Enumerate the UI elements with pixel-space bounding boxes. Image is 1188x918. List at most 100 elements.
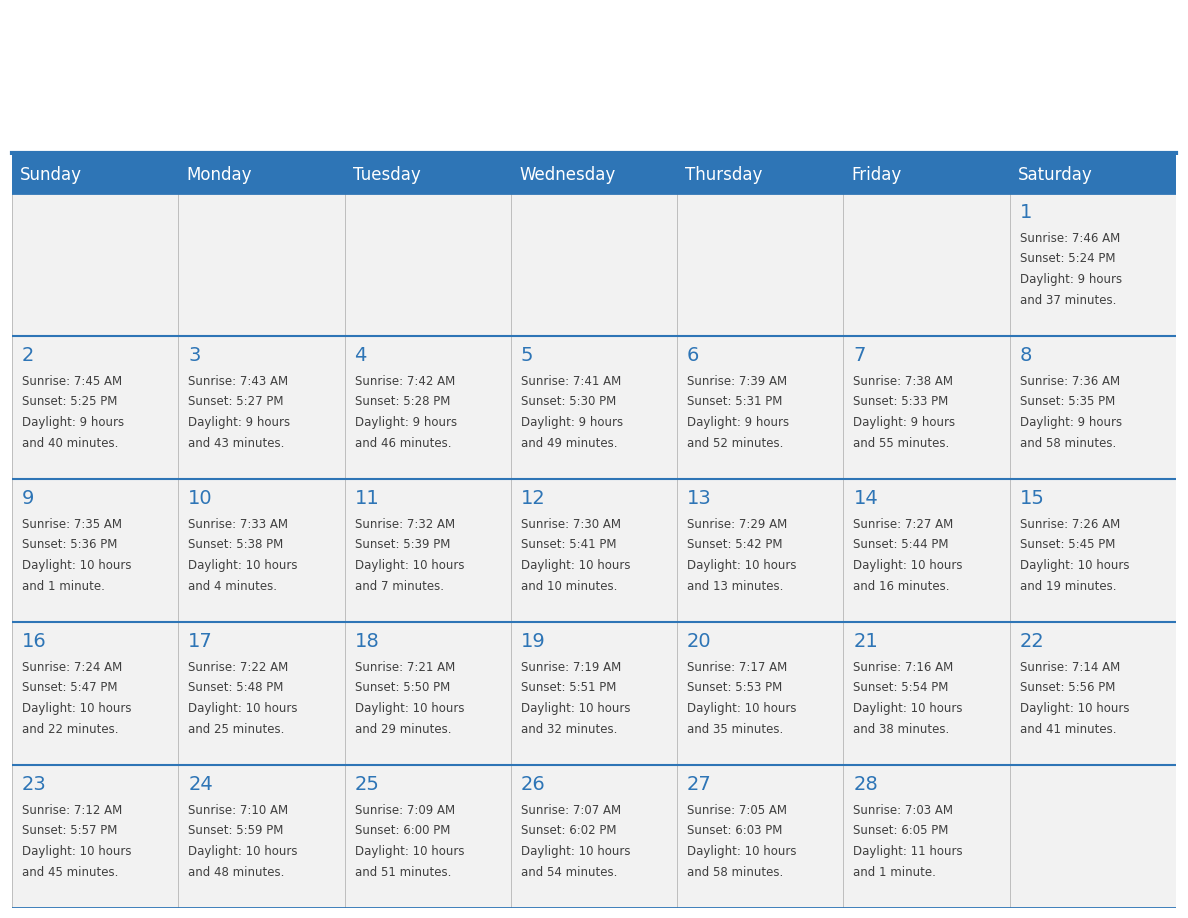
Text: 22: 22 — [1019, 632, 1044, 651]
Bar — [677, 479, 843, 622]
Bar — [511, 622, 677, 765]
Bar — [843, 765, 1010, 908]
Text: Sunset: 5:25 PM: Sunset: 5:25 PM — [21, 396, 118, 409]
Bar — [677, 193, 843, 336]
Bar — [843, 193, 1010, 336]
Text: Sunrise: 7:38 AM: Sunrise: 7:38 AM — [853, 375, 954, 387]
Text: Daylight: 9 hours: Daylight: 9 hours — [520, 416, 623, 429]
Text: Sunset: 5:51 PM: Sunset: 5:51 PM — [520, 681, 617, 694]
Text: and 4 minutes.: and 4 minutes. — [188, 580, 277, 593]
Bar — [1010, 765, 1176, 908]
Text: Sunset: 5:30 PM: Sunset: 5:30 PM — [520, 396, 617, 409]
Text: Sunrise: 7:12 AM: Sunrise: 7:12 AM — [21, 803, 122, 817]
Text: and 1 minute.: and 1 minute. — [853, 866, 936, 879]
Text: Daylight: 10 hours: Daylight: 10 hours — [1019, 559, 1129, 572]
Text: Sunset: 5:48 PM: Sunset: 5:48 PM — [188, 681, 284, 694]
Text: Sunset: 5:59 PM: Sunset: 5:59 PM — [188, 824, 284, 837]
Text: Sunset: 5:41 PM: Sunset: 5:41 PM — [520, 538, 617, 552]
Text: Sunset: 5:54 PM: Sunset: 5:54 PM — [853, 681, 949, 694]
Text: and 32 minutes.: and 32 minutes. — [520, 722, 618, 736]
Bar — [1010, 622, 1176, 765]
Text: Daylight: 10 hours: Daylight: 10 hours — [687, 702, 797, 715]
Bar — [511, 336, 677, 479]
Bar — [677, 622, 843, 765]
Bar — [178, 765, 345, 908]
Text: and 40 minutes.: and 40 minutes. — [21, 437, 119, 450]
Text: 4: 4 — [354, 346, 367, 365]
Text: and 25 minutes.: and 25 minutes. — [188, 722, 285, 736]
Bar — [511, 765, 677, 908]
Bar — [1010, 155, 1176, 193]
Text: and 38 minutes.: and 38 minutes. — [853, 722, 949, 736]
Text: Sunset: 5:38 PM: Sunset: 5:38 PM — [188, 538, 284, 552]
Text: Sunset: 6:00 PM: Sunset: 6:00 PM — [354, 824, 450, 837]
Text: Sunrise: 7:36 AM: Sunrise: 7:36 AM — [1019, 375, 1120, 387]
Text: Daylight: 10 hours: Daylight: 10 hours — [853, 702, 963, 715]
Text: Wednesday: Wednesday — [519, 166, 615, 184]
Text: Sunrise: 7:09 AM: Sunrise: 7:09 AM — [354, 803, 455, 817]
Text: Thursday: Thursday — [685, 166, 763, 184]
Text: and 51 minutes.: and 51 minutes. — [354, 866, 451, 879]
Text: and 35 minutes.: and 35 minutes. — [687, 722, 783, 736]
Text: Sunset: 5:33 PM: Sunset: 5:33 PM — [853, 396, 949, 409]
Text: 21: 21 — [853, 632, 878, 651]
Text: Sunrise: 7:24 AM: Sunrise: 7:24 AM — [21, 661, 122, 674]
Bar — [345, 622, 511, 765]
Text: Sunset: 5:39 PM: Sunset: 5:39 PM — [354, 538, 450, 552]
Text: Sunset: 5:35 PM: Sunset: 5:35 PM — [1019, 396, 1116, 409]
Text: Sunrise: 7:35 AM: Sunrise: 7:35 AM — [21, 518, 122, 531]
Text: and 7 minutes.: and 7 minutes. — [354, 580, 443, 593]
Text: and 22 minutes.: and 22 minutes. — [21, 722, 119, 736]
Text: Daylight: 10 hours: Daylight: 10 hours — [21, 702, 132, 715]
Text: and 49 minutes.: and 49 minutes. — [520, 437, 618, 450]
Text: 23: 23 — [21, 775, 46, 794]
Bar — [677, 765, 843, 908]
Text: Daylight: 10 hours: Daylight: 10 hours — [354, 702, 465, 715]
Text: Sunset: 5:24 PM: Sunset: 5:24 PM — [1019, 252, 1116, 265]
Text: 7: 7 — [853, 346, 866, 365]
Text: 16: 16 — [21, 632, 46, 651]
Text: Daylight: 10 hours: Daylight: 10 hours — [687, 559, 797, 572]
Text: Sunrise: 7:03 AM: Sunrise: 7:03 AM — [853, 803, 954, 817]
Text: Daylight: 10 hours: Daylight: 10 hours — [188, 559, 298, 572]
Text: Sunrise: 7:05 AM: Sunrise: 7:05 AM — [687, 803, 788, 817]
Text: Daylight: 10 hours: Daylight: 10 hours — [354, 559, 465, 572]
Bar — [843, 479, 1010, 622]
Text: Sunset: 5:42 PM: Sunset: 5:42 PM — [687, 538, 783, 552]
Text: 6: 6 — [687, 346, 700, 365]
Bar — [12, 193, 178, 336]
Text: Sunset: 5:36 PM: Sunset: 5:36 PM — [21, 538, 118, 552]
Text: and 19 minutes.: and 19 minutes. — [1019, 580, 1117, 593]
Text: Sunset: 5:28 PM: Sunset: 5:28 PM — [354, 396, 450, 409]
Text: Daylight: 10 hours: Daylight: 10 hours — [21, 845, 132, 858]
Text: Daylight: 10 hours: Daylight: 10 hours — [687, 845, 797, 858]
Bar — [345, 479, 511, 622]
Text: and 13 minutes.: and 13 minutes. — [687, 580, 784, 593]
Bar — [345, 765, 511, 908]
Text: and 29 minutes.: and 29 minutes. — [354, 722, 451, 736]
Text: and 58 minutes.: and 58 minutes. — [1019, 437, 1116, 450]
Text: Sunset: 6:02 PM: Sunset: 6:02 PM — [520, 824, 617, 837]
Text: Sunrise: 7:07 AM: Sunrise: 7:07 AM — [520, 803, 621, 817]
Text: Sunrise: 7:32 AM: Sunrise: 7:32 AM — [354, 518, 455, 531]
Text: 5: 5 — [520, 346, 533, 365]
Text: Daylight: 10 hours: Daylight: 10 hours — [354, 845, 465, 858]
Text: Saturday: Saturday — [1018, 166, 1093, 184]
Bar — [178, 336, 345, 479]
Text: Sunrise: 7:10 AM: Sunrise: 7:10 AM — [188, 803, 289, 817]
Text: 1: 1 — [1019, 203, 1032, 222]
Text: 14: 14 — [853, 489, 878, 508]
Text: 13: 13 — [687, 489, 712, 508]
Text: and 1 minute.: and 1 minute. — [21, 580, 105, 593]
Text: Daylight: 10 hours: Daylight: 10 hours — [188, 845, 298, 858]
Text: Tuesday: Tuesday — [353, 166, 421, 184]
Text: Daylight: 9 hours: Daylight: 9 hours — [21, 416, 124, 429]
Text: Sunset: 6:03 PM: Sunset: 6:03 PM — [687, 824, 783, 837]
Text: 2: 2 — [21, 346, 34, 365]
Text: Daylight: 9 hours: Daylight: 9 hours — [188, 416, 290, 429]
Bar — [1010, 193, 1176, 336]
Text: Daylight: 11 hours: Daylight: 11 hours — [853, 845, 963, 858]
Bar — [345, 193, 511, 336]
Text: Daylight: 10 hours: Daylight: 10 hours — [520, 702, 631, 715]
Text: Sunset: 5:53 PM: Sunset: 5:53 PM — [687, 681, 783, 694]
